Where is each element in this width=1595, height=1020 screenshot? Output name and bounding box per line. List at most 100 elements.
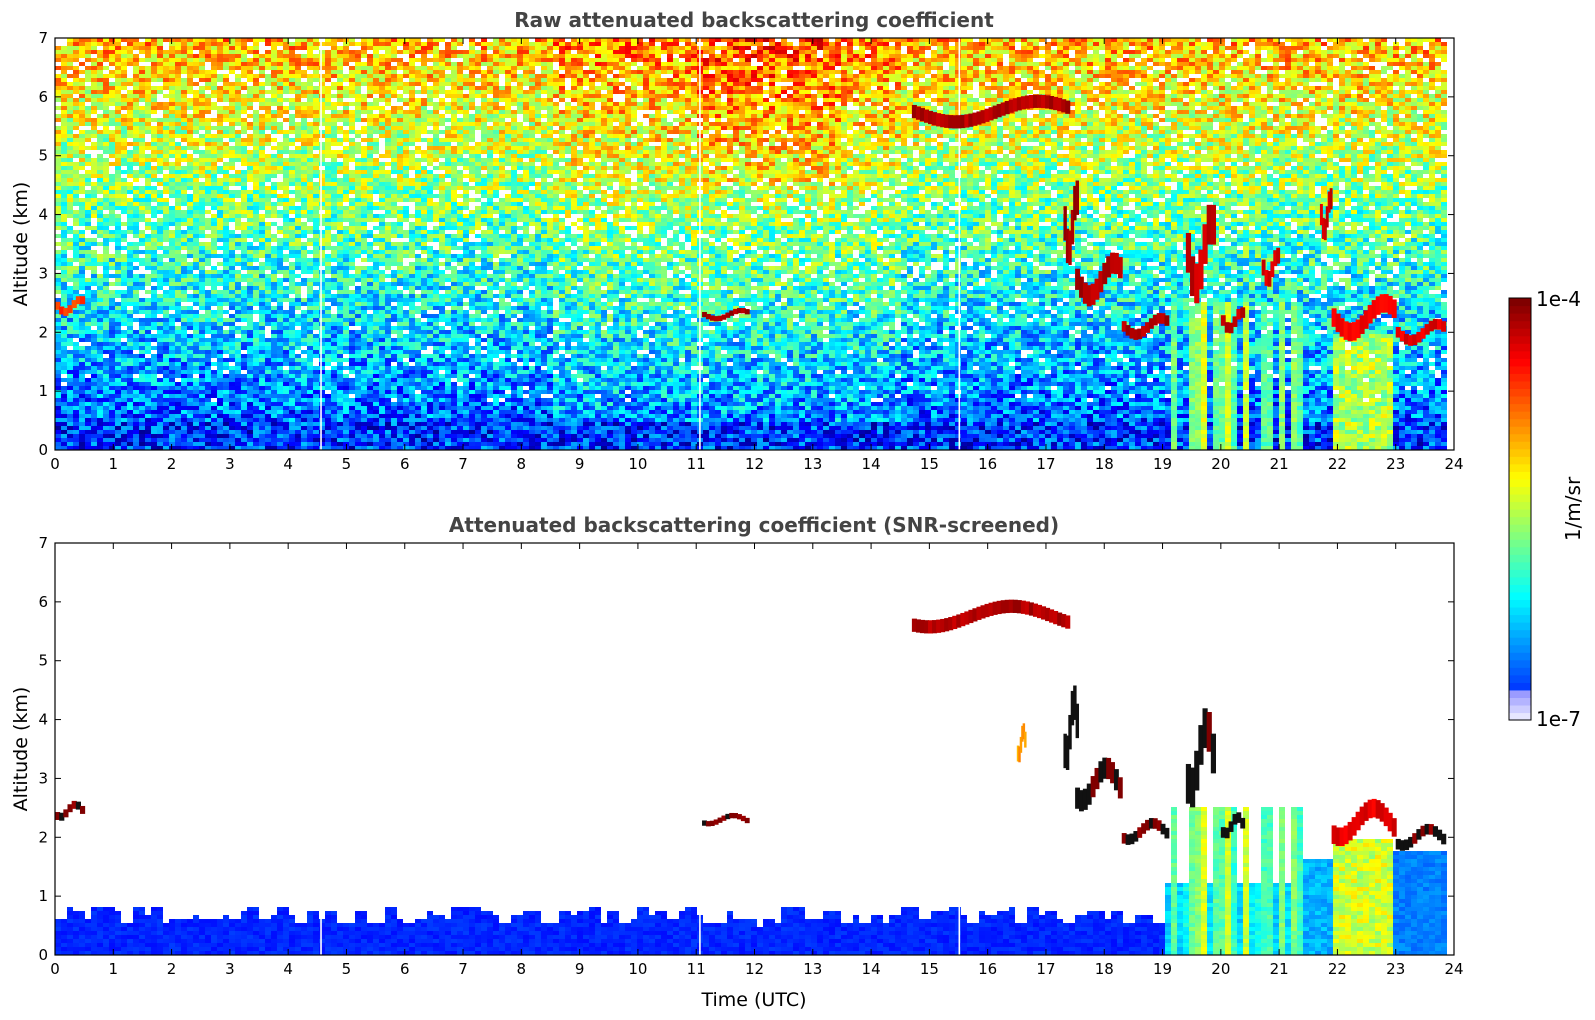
heatmap-cell: [301, 142, 307, 146]
heatmap-cell: [295, 102, 301, 106]
heatmap-cell: [295, 230, 301, 234]
heatmap-cell: [121, 182, 127, 186]
heatmap-cell: [109, 426, 115, 430]
heatmap-cell: [289, 262, 295, 266]
heatmap-cell: [151, 70, 157, 74]
heatmap-cell: [313, 438, 319, 442]
heatmap-cell: [61, 154, 67, 158]
heatmap-cell: [151, 346, 157, 350]
heatmap-cell: [115, 170, 121, 174]
heatmap-cell: [283, 414, 289, 418]
heatmap-cell: [67, 166, 73, 170]
heatmap-cell: [325, 118, 331, 122]
heatmap-cell: [133, 86, 139, 90]
heatmap-cell: [217, 94, 223, 98]
heatmap-cell: [115, 186, 121, 190]
heatmap-cell: [235, 286, 241, 290]
heatmap-cell: [97, 142, 103, 146]
heatmap-cell: [79, 394, 85, 398]
heatmap-cell: [313, 318, 319, 322]
heatmap-cell: [277, 42, 283, 46]
heatmap-cell: [301, 194, 307, 198]
heatmap-cell: [355, 186, 361, 190]
heatmap-cell: [313, 234, 319, 238]
heatmap-cell: [367, 106, 373, 110]
heatmap-cell: [151, 354, 157, 358]
heatmap-cell: [109, 222, 115, 226]
heatmap-cell: [277, 342, 283, 346]
heatmap-cell: [349, 294, 355, 298]
heatmap-cell: [145, 206, 151, 210]
heatmap-cell: [217, 366, 223, 370]
heatmap-cell: [337, 230, 343, 234]
heatmap-cell: [235, 90, 241, 94]
heatmap-cell: [247, 394, 253, 398]
heatmap-cell: [205, 166, 211, 170]
heatmap-cell: [79, 310, 85, 314]
heatmap-cell: [355, 442, 361, 446]
heatmap-cell: [331, 138, 337, 142]
heatmap-cell: [355, 90, 361, 94]
heatmap-cell: [295, 358, 301, 362]
heatmap-cell: [271, 214, 277, 218]
heatmap-cell: [73, 330, 79, 334]
heatmap-cell: [73, 178, 79, 182]
heatmap-cell: [73, 66, 79, 70]
heatmap-cell: [277, 170, 283, 174]
heatmap-cell: [169, 238, 175, 242]
heatmap-cell: [253, 302, 259, 306]
heatmap-cell: [103, 170, 109, 174]
heatmap-cell: [307, 306, 313, 310]
heatmap-cell: [139, 390, 145, 394]
heatmap-cell: [79, 250, 85, 254]
heatmap-cell: [259, 186, 265, 190]
heatmap-cell: [163, 410, 169, 414]
heatmap-cell: [97, 58, 103, 62]
heatmap-cell: [355, 214, 361, 218]
heatmap-cell: [145, 122, 151, 126]
heatmap-cell: [361, 350, 367, 354]
heatmap-cell: [355, 234, 361, 238]
heatmap-cell: [133, 330, 139, 334]
heatmap-cell: [271, 146, 277, 150]
heatmap-cell: [103, 234, 109, 238]
heatmap-cell: [361, 74, 367, 78]
heatmap-cell: [223, 106, 229, 110]
heatmap-cell: [283, 242, 289, 246]
heatmap-cell: [97, 374, 103, 378]
heatmap-cell: [193, 190, 199, 194]
heatmap-cell: [151, 50, 157, 54]
heatmap-cell: [91, 350, 97, 354]
heatmap-cell: [73, 358, 79, 362]
heatmap-cell: [223, 142, 229, 146]
heatmap-cell: [151, 378, 157, 382]
heatmap-cell: [193, 398, 199, 402]
heatmap-cell: [277, 250, 283, 254]
heatmap-cell: [223, 358, 229, 362]
heatmap-cell: [349, 158, 355, 162]
heatmap-cell: [115, 66, 121, 70]
heatmap-cell: [187, 322, 193, 326]
heatmap-cell: [145, 166, 151, 170]
heatmap-cell: [229, 198, 235, 202]
heatmap-cell: [289, 238, 295, 242]
heatmap-cell: [79, 42, 85, 46]
heatmap-cell: [79, 418, 85, 422]
heatmap-cell: [187, 346, 193, 350]
heatmap-cell: [73, 110, 79, 114]
heatmap-cell: [331, 110, 337, 114]
heatmap-cell: [253, 258, 259, 262]
heatmap-cell: [115, 122, 121, 126]
heatmap-cell: [127, 162, 133, 166]
heatmap-cell: [337, 114, 343, 118]
heatmap-cell: [79, 102, 85, 106]
heatmap-cell: [241, 378, 247, 382]
heatmap-cell: [223, 294, 229, 298]
heatmap-cell: [175, 198, 181, 202]
heatmap-cell: [235, 98, 241, 102]
heatmap-cell: [121, 186, 127, 190]
heatmap-cell: [169, 178, 175, 182]
heatmap-cell: [271, 190, 277, 194]
heatmap-cell: [79, 218, 85, 222]
heatmap-cell: [337, 402, 343, 406]
